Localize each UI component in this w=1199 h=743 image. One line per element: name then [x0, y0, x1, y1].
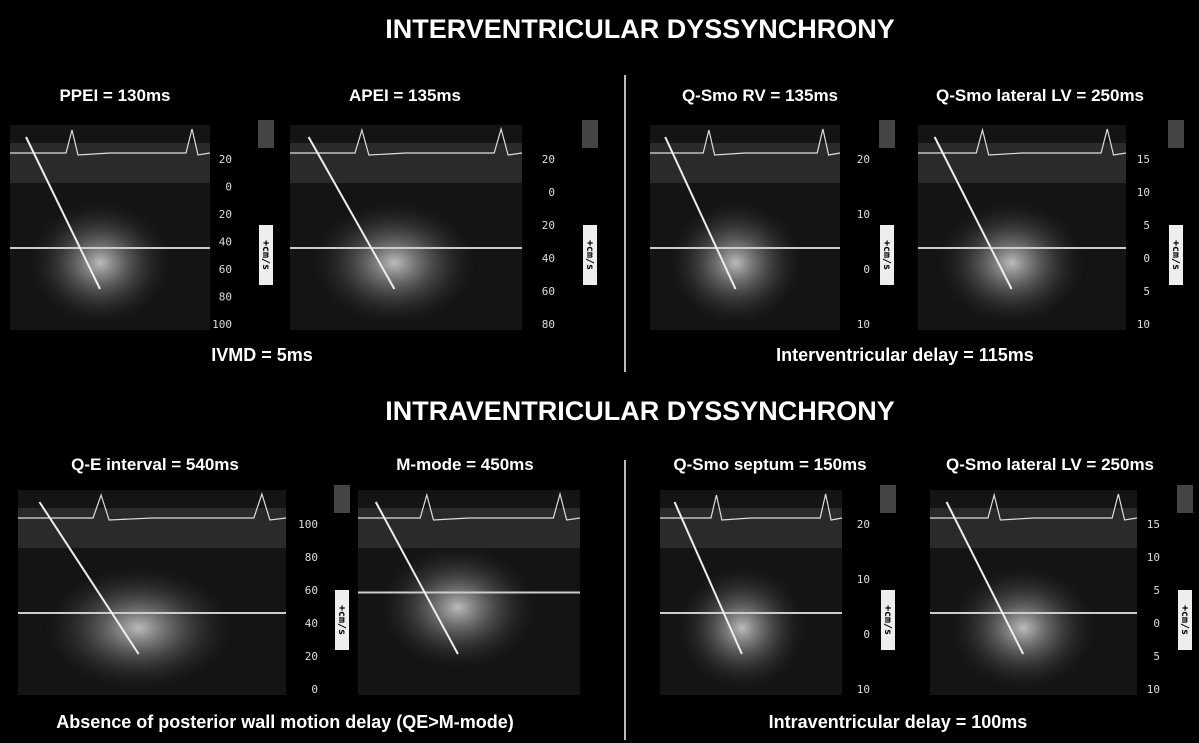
ecg-strip — [18, 508, 286, 548]
section-title: INTRAVENTRICULAR DYSSYNCHRONY — [385, 396, 895, 426]
signal — [30, 202, 170, 325]
scale-label: 10 — [857, 208, 870, 221]
gray-bar — [1168, 120, 1184, 148]
scale-label: 10 — [857, 573, 870, 586]
panel-label: M-mode = 450ms — [396, 455, 533, 474]
scale-label: 5 — [1143, 285, 1150, 298]
scale-label: 40 — [219, 236, 232, 249]
scale-label: 10 — [1137, 318, 1150, 331]
summary: Absence of posterior wall motion delay (… — [56, 712, 514, 732]
scale-label: 60 — [542, 285, 555, 298]
panel-label: Q-Smo septum = 150ms — [673, 455, 866, 474]
signal — [669, 202, 802, 325]
scale-label: 10 — [857, 683, 870, 696]
scale-label: 40 — [542, 252, 555, 265]
scale-label: 20 — [219, 208, 232, 221]
signal — [678, 567, 805, 690]
unit-label: +cm/s — [336, 605, 347, 635]
gray-bar — [334, 485, 350, 513]
signal — [45, 567, 233, 690]
scale-label: 15 — [1137, 153, 1150, 166]
signal — [951, 567, 1096, 690]
summary: Interventricular delay = 115ms — [776, 345, 1034, 365]
ecg-strip — [918, 143, 1126, 183]
gray-bar — [582, 120, 598, 148]
scale-label: 100 — [298, 518, 318, 531]
scale-label: 0 — [548, 186, 555, 199]
signal — [939, 202, 1085, 325]
page: { "sections": [ { "title": "INTERVENTRIC… — [0, 0, 1199, 743]
ecg-strip — [290, 143, 522, 183]
summary: Intraventricular delay = 100ms — [769, 712, 1028, 732]
scale-label: 10 — [1137, 186, 1150, 199]
scale-label: 20 — [305, 650, 318, 663]
gray-bar — [880, 485, 896, 513]
gray-bar — [1177, 485, 1193, 513]
ecg-strip — [358, 508, 580, 548]
scale-label: 60 — [219, 263, 232, 276]
ecg-strip — [650, 143, 840, 183]
scale-label: 40 — [305, 617, 318, 630]
scale-label: 0 — [1143, 252, 1150, 265]
scale-label: 20 — [542, 219, 555, 232]
scale-label: 5 — [1153, 650, 1160, 663]
scale-label: 100 — [212, 318, 232, 331]
scale-label: 10 — [857, 318, 870, 331]
panel-label: Q-E interval = 540ms — [71, 455, 239, 474]
unit-label: +cm/s — [1170, 240, 1181, 270]
panel-label: Q-Smo RV = 135ms — [682, 86, 838, 105]
ecg-strip — [10, 143, 210, 183]
scale-label: 15 — [1147, 518, 1160, 531]
ecg-strip — [930, 508, 1137, 548]
scale-label: 20 — [219, 153, 232, 166]
scale-label: 60 — [305, 584, 318, 597]
panel-label: PPEI = 130ms — [59, 86, 170, 105]
unit-label: +cm/s — [1179, 605, 1190, 635]
signal — [313, 202, 475, 325]
unit-label: +cm/s — [881, 240, 892, 270]
scale-label: 20 — [857, 518, 870, 531]
scale-label: 0 — [225, 181, 232, 194]
signal — [380, 546, 535, 669]
scale-label: 5 — [1153, 584, 1160, 597]
scale-label: 80 — [542, 318, 555, 331]
panel-label: APEI = 135ms — [349, 86, 461, 105]
gray-bar — [879, 120, 895, 148]
scale-label: 80 — [219, 291, 232, 304]
gray-bar — [258, 120, 274, 148]
section-title: INTERVENTRICULAR DYSSYNCHRONY — [385, 14, 895, 44]
ecg-strip — [660, 508, 842, 548]
scale-label: 0 — [863, 628, 870, 641]
scale-label: 0 — [311, 683, 318, 696]
scale-label: 5 — [1143, 219, 1150, 232]
scale-label: 0 — [1153, 617, 1160, 630]
scale-label: 10 — [1147, 551, 1160, 564]
scale-label: 0 — [863, 263, 870, 276]
figure: INTERVENTRICULAR DYSSYNCHRONY PPEI = 130m… — [0, 0, 1199, 743]
scale-label: 80 — [305, 551, 318, 564]
scale-label: 10 — [1147, 683, 1160, 696]
unit-label: +cm/s — [882, 605, 893, 635]
scale-label: 20 — [542, 153, 555, 166]
summary: IVMD = 5ms — [211, 345, 313, 365]
panel-label: Q-Smo lateral LV = 250ms — [936, 86, 1144, 105]
panel-label: Q-Smo lateral LV = 250ms — [946, 455, 1154, 474]
scale-label: 20 — [857, 153, 870, 166]
unit-label: +cm/s — [584, 240, 595, 270]
unit-label: +cm/s — [260, 240, 271, 270]
